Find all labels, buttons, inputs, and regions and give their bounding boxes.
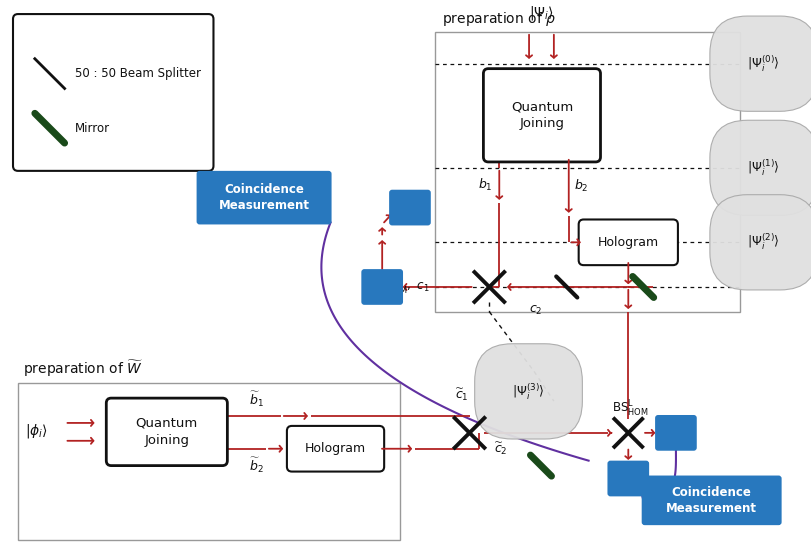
FancyBboxPatch shape xyxy=(483,69,600,162)
Text: $\widetilde{c}_2$: $\widetilde{c}_2$ xyxy=(495,441,508,457)
Text: $b_1$: $b_1$ xyxy=(478,177,492,193)
Text: $|\Psi_i^{(2)}\rangle$: $|\Psi_i^{(2)}\rangle$ xyxy=(748,232,780,252)
Text: Mirror: Mirror xyxy=(75,122,109,135)
Text: $\widetilde{b}_1$: $\widetilde{b}_1$ xyxy=(249,390,264,409)
Bar xyxy=(18,383,400,540)
Bar xyxy=(435,32,740,312)
Text: $|\Psi_i^{(3)}\rangle$: $|\Psi_i^{(3)}\rangle$ xyxy=(513,382,545,402)
FancyBboxPatch shape xyxy=(579,220,678,265)
Text: $c_2$: $c_2$ xyxy=(529,304,543,317)
FancyBboxPatch shape xyxy=(642,476,782,525)
FancyBboxPatch shape xyxy=(362,269,403,305)
FancyBboxPatch shape xyxy=(607,461,649,496)
Text: Quantum
Joining: Quantum Joining xyxy=(511,100,573,130)
Text: Hologram: Hologram xyxy=(598,236,659,249)
FancyBboxPatch shape xyxy=(196,171,332,225)
Text: $\widetilde{c}_1$: $\widetilde{c}_1$ xyxy=(455,387,469,403)
Text: $\mathrm{BS}_{\mathrm{HOM}}^{\mathrm{L}}$: $\mathrm{BS}_{\mathrm{HOM}}^{\mathrm{L}}… xyxy=(612,399,649,419)
Text: Quantum
Joining: Quantum Joining xyxy=(135,417,198,447)
FancyBboxPatch shape xyxy=(655,415,697,451)
Text: $|\Psi_i\rangle$: $|\Psi_i\rangle$ xyxy=(530,4,555,22)
FancyBboxPatch shape xyxy=(389,190,431,226)
Text: Coincidence
Measurement: Coincidence Measurement xyxy=(666,486,757,515)
Text: $\mathrm{BS}_{\mathrm{HOM}}^{\mathrm{U}},\ c_1$: $\mathrm{BS}_{\mathrm{HOM}}^{\mathrm{U}}… xyxy=(371,277,430,297)
FancyBboxPatch shape xyxy=(106,398,227,465)
Text: $b_2$: $b_2$ xyxy=(573,178,588,194)
Text: Coincidence
Measurement: Coincidence Measurement xyxy=(219,183,310,212)
Text: preparation of $\widetilde{W}$: preparation of $\widetilde{W}$ xyxy=(23,359,144,379)
FancyBboxPatch shape xyxy=(287,426,384,471)
Text: $|\phi_i\rangle$: $|\phi_i\rangle$ xyxy=(25,422,48,440)
Text: Hologram: Hologram xyxy=(305,442,366,455)
Text: 50 : 50 Beam Splitter: 50 : 50 Beam Splitter xyxy=(75,67,200,80)
Text: $\widetilde{b}_2$: $\widetilde{b}_2$ xyxy=(249,456,264,475)
FancyBboxPatch shape xyxy=(13,14,213,171)
Text: $|\Psi_i^{(1)}\rangle$: $|\Psi_i^{(1)}\rangle$ xyxy=(748,158,780,178)
Text: preparation of $\rho$: preparation of $\rho$ xyxy=(442,10,556,28)
Text: $|\Psi_i^{(0)}\rangle$: $|\Psi_i^{(0)}\rangle$ xyxy=(748,53,780,74)
